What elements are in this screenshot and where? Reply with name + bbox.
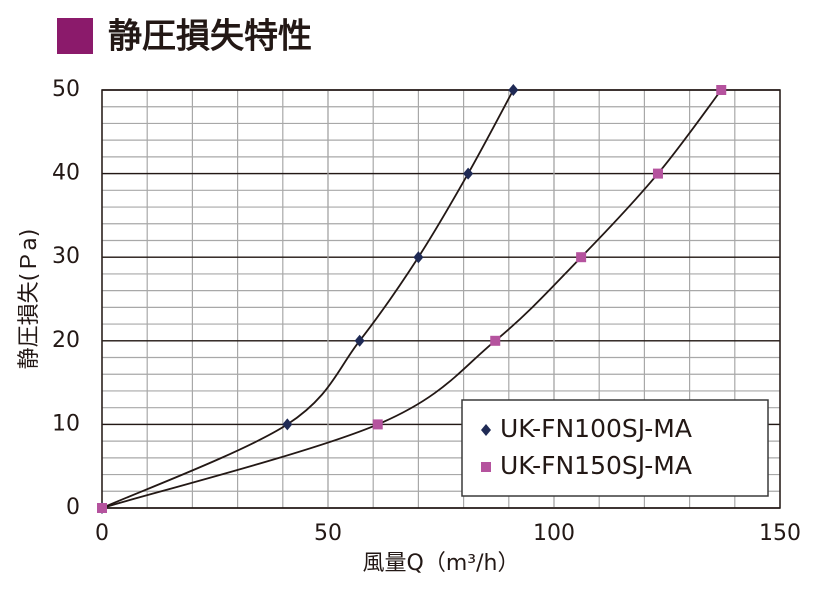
y-tick-label: 50 <box>52 77 80 102</box>
plot-border <box>101 89 781 509</box>
data-point <box>463 167 474 180</box>
legend-marker <box>481 462 491 472</box>
title-icon <box>57 18 93 54</box>
x-tick-label: 100 <box>533 521 575 546</box>
legend-marker <box>481 424 491 436</box>
data-point <box>508 84 519 96</box>
data-point <box>652 168 663 179</box>
data-point <box>576 252 587 263</box>
data-point <box>372 419 383 430</box>
y-tick-label: 10 <box>52 411 80 436</box>
series-line <box>101 89 515 509</box>
y-tick-label: 40 <box>52 161 80 186</box>
data-point <box>282 418 293 431</box>
legend-box <box>461 399 769 497</box>
legend-label: UK-FN100SJ-MA <box>500 414 692 443</box>
x-tick-label: 50 <box>314 521 342 546</box>
x-tick-label: 0 <box>95 521 109 546</box>
y-tick-label: 30 <box>52 244 80 269</box>
data-point <box>716 85 727 95</box>
y-tick-label: 20 <box>52 328 80 353</box>
legend-label: UK-FN150SJ-MA <box>500 451 692 480</box>
y-axis-label: 静圧損失(Ｐa) <box>17 229 42 370</box>
x-tick-label: 150 <box>759 521 801 546</box>
x-axis-label: 風量Q（m³/h） <box>363 551 520 576</box>
data-point <box>97 503 107 513</box>
data-point <box>413 251 424 264</box>
data-point <box>490 335 501 346</box>
y-tick-label: 0 <box>66 495 80 520</box>
chart-title: 静圧損失特性 <box>108 17 312 57</box>
data-point <box>354 334 365 347</box>
